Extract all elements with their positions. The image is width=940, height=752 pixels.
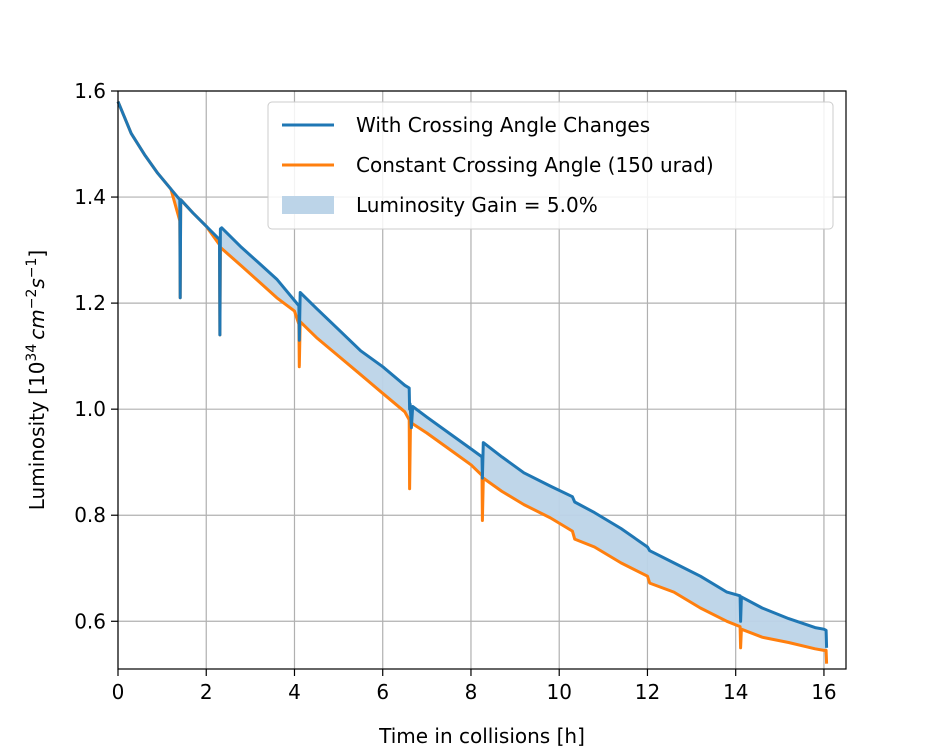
y-axis-title-exp2: −2 <box>24 289 40 310</box>
y-axis-title: Luminosity [1034 cm−2s−1] <box>24 250 49 511</box>
legend-label-series-1: With Crossing Angle Changes <box>356 113 650 137</box>
x-tick-label: 0 <box>112 680 125 704</box>
x-tick-label: 16 <box>811 680 836 704</box>
y-tick-label: 1.0 <box>74 397 106 421</box>
legend-swatch-fill <box>282 196 334 214</box>
x-tick-label: 6 <box>376 680 389 704</box>
y-axis-title-exp1: 34 <box>24 344 40 362</box>
axis-ticks: 0 2 4 6 8 10 12 14 16 0.6 0.8 1.0 1.2 1.4 1.6 <box>74 79 836 704</box>
y-tick-label: 0.8 <box>74 503 106 527</box>
y-axis-title-suffix: ] <box>25 250 49 258</box>
y-tick-label: 1.4 <box>74 185 106 209</box>
x-tick-label: 12 <box>635 680 660 704</box>
y-tick-label: 0.6 <box>74 609 106 633</box>
fill-area-layer <box>118 101 827 664</box>
x-tick-label: 2 <box>200 680 213 704</box>
series-lines-layer <box>116 101 829 664</box>
legend-label-fill: Luminosity Gain = 5.0% <box>356 193 598 217</box>
y-tick-label: 1.6 <box>74 79 106 103</box>
legend: With Crossing Angle Changes Constant Cro… <box>267 101 834 230</box>
x-tick-label: 14 <box>723 680 748 704</box>
y-axis-title-s: s <box>25 278 49 288</box>
y-axis-title-exp3: −1 <box>24 258 40 279</box>
x-tick-label: 4 <box>288 680 301 704</box>
legend-box <box>267 101 834 230</box>
x-tick-label: 8 <box>465 680 478 704</box>
x-axis-title: Time in collisions [h] <box>378 724 585 748</box>
plot-frame <box>117 90 847 670</box>
x-tick-label: 10 <box>546 680 571 704</box>
y-axis-title-prefix: Luminosity [10 <box>25 362 49 511</box>
legend-label-series-2: Constant Crossing Angle (150 urad) <box>356 153 714 177</box>
gain-fill-area <box>118 101 827 664</box>
y-tick-label: 1.2 <box>74 291 106 315</box>
y-axis-title-unit: cm <box>25 309 49 339</box>
series-line-with-crossing-angle-changes <box>116 101 829 648</box>
